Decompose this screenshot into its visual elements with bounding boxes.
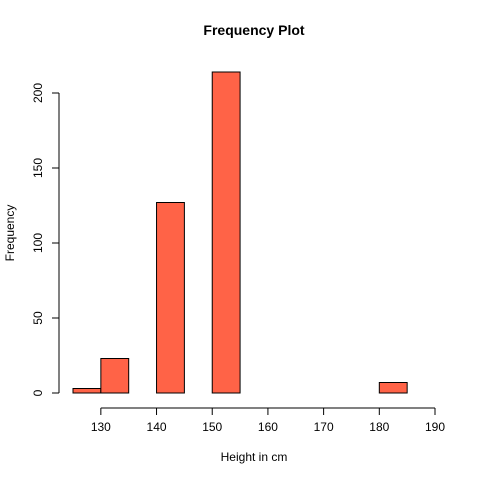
histogram-bar-130-135 (100, 358, 130, 394)
x-tick-label-190: 190 (425, 420, 445, 434)
x-tick-label-140: 140 (147, 420, 167, 434)
y-axis: 0 50 100 150 200 (31, 83, 60, 396)
y-tick-label-200: 200 (31, 83, 45, 103)
histogram-bar-180-185 (378, 382, 408, 394)
x-axis-label: Height in cm (221, 450, 288, 464)
x-tick-label-160: 160 (258, 420, 278, 434)
y-tick-label-0: 0 (31, 389, 45, 396)
x-tick-label-150: 150 (202, 420, 222, 434)
histogram-bar-125-130 (72, 388, 102, 394)
bars-group (72, 71, 408, 394)
y-tick-label-50: 50 (31, 311, 45, 325)
x-axis: 130 140 150 160 170 180 190 (91, 407, 445, 434)
chart-title: Frequency Plot (203, 22, 304, 38)
y-tick-label-100: 100 (31, 233, 45, 253)
y-tick-label-150: 150 (31, 158, 45, 178)
x-tick-label-130: 130 (91, 420, 111, 434)
x-tick-label-170: 170 (314, 420, 334, 434)
histogram-bar-140-145 (156, 202, 185, 394)
histogram-bar-150-155 (211, 71, 241, 394)
y-axis-label: Frequency (3, 205, 17, 262)
x-tick-label-180: 180 (369, 420, 389, 434)
